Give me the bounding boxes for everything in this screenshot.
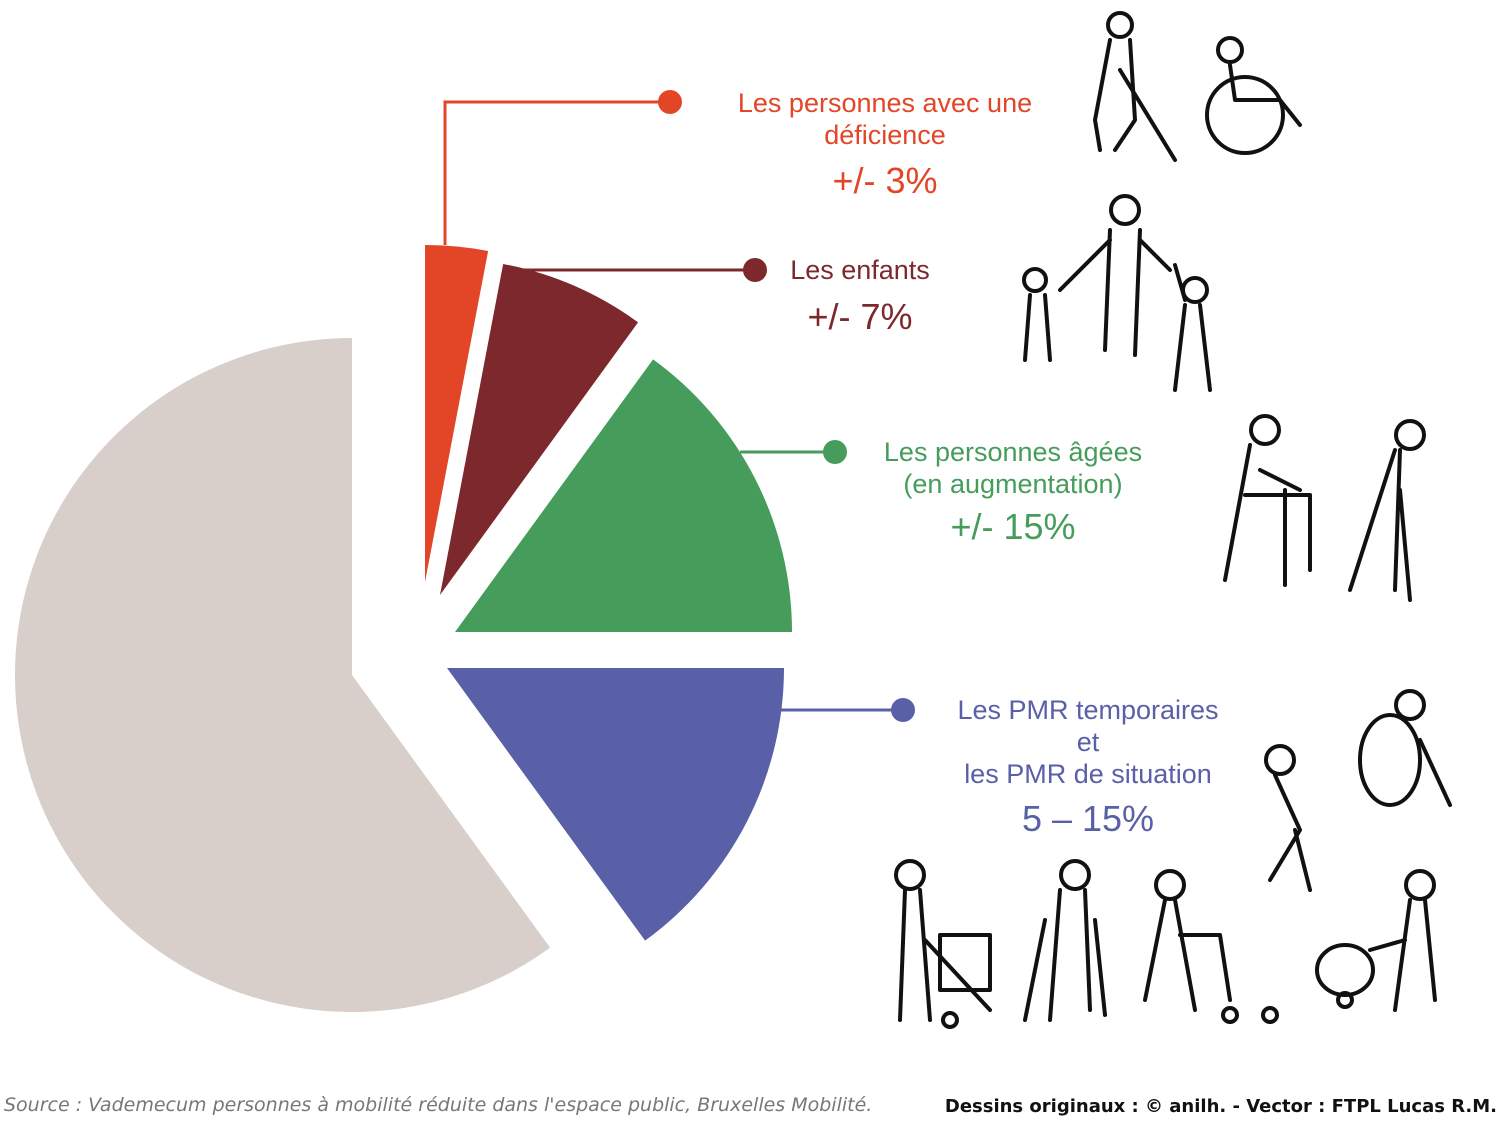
- slice-label: Les personnes avec une déficience: [737, 88, 1033, 150]
- pie-slice: [440, 263, 639, 595]
- pie-slice: [455, 359, 792, 632]
- value-label: +/- 3%: [832, 160, 938, 201]
- slice-label: Les enfants: [790, 255, 930, 285]
- pie-slice: [447, 668, 784, 941]
- value-label: +/- 15%: [950, 506, 1076, 547]
- leader-dot: [823, 440, 847, 464]
- slice-label: Les PMR temporaires et les PMR de situat…: [957, 695, 1219, 789]
- leader-line: [443, 100, 670, 245]
- pie-slice: [425, 245, 489, 582]
- leader-dot: [891, 698, 915, 722]
- source-note: Source : Vademecum personnes à mobilité …: [4, 1094, 873, 1116]
- leader-dot: [658, 90, 682, 114]
- credit-note: Dessins originaux : © anilh. - Vector : …: [944, 1096, 1497, 1117]
- value-label: +/- 7%: [807, 296, 913, 337]
- value-label: 5 – 15%: [1021, 798, 1155, 839]
- pie-slice: [14, 338, 551, 1012]
- icons: [894, 11, 1452, 1029]
- leader-dot: [743, 258, 767, 282]
- slice-label: Les personnes âgées (en augmentation): [883, 437, 1143, 499]
